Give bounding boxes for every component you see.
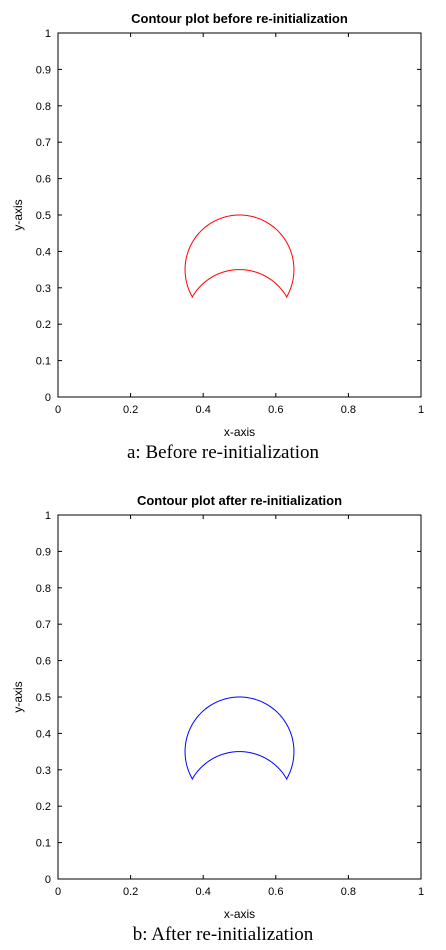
- x-tick-label: 0.6: [268, 886, 283, 898]
- y-tick-label: 0.4: [36, 246, 51, 258]
- y-tick-label: 0.7: [36, 137, 51, 149]
- y-tick-label: 0.7: [36, 619, 51, 631]
- y-tick-label: 0.6: [36, 656, 51, 668]
- contour-line: [184, 696, 295, 781]
- chart-title: Contour plot before re-initialization: [131, 11, 348, 26]
- x-tick-label: 1: [418, 886, 424, 898]
- contour-line: [184, 214, 295, 299]
- x-tick-label: 0.4: [196, 404, 211, 416]
- caption-a: a: Before re-initialization: [126, 442, 320, 463]
- y-tick-label: 1: [45, 28, 51, 40]
- y-tick-label: 0.6: [36, 174, 51, 186]
- y-tick-label: 0.2: [36, 319, 51, 331]
- y-tick-label: 0.8: [36, 583, 51, 595]
- y-tick-label: 0.9: [36, 64, 51, 76]
- x-tick-label: 0: [55, 886, 61, 898]
- y-tick-label: 0.3: [36, 283, 51, 295]
- contour-chart-before: Contour plot before re-initialization 0 0.…: [11, 11, 424, 439]
- y-tick-label: 0.8: [36, 101, 51, 113]
- x-tick-label: 0.6: [268, 404, 283, 416]
- x-tick-label: 0.2: [123, 886, 138, 898]
- x-tick-label: 0.2: [123, 404, 138, 416]
- contour-chart-after: Contour plot after re-initialization 0 0.2…: [11, 493, 424, 921]
- x-tick-label: 1: [418, 404, 424, 416]
- x-tick-label: 0.8: [341, 886, 356, 898]
- y-tick-label: 0.5: [36, 692, 51, 704]
- y-axis-label: y-axis: [11, 199, 25, 230]
- y-tick-label: 0: [45, 392, 51, 404]
- x-axis-label: x-axis: [224, 907, 255, 921]
- y-tick-label: 0.2: [36, 801, 51, 813]
- y-tick-label: 1: [45, 510, 51, 522]
- y-tick-label: 0.1: [36, 838, 51, 850]
- y-tick-label: 0: [45, 874, 51, 886]
- x-tick-label: 0.4: [196, 886, 211, 898]
- y-tick-label: 0.1: [36, 356, 51, 368]
- y-tick-label: 0.3: [36, 765, 51, 777]
- chart-title: Contour plot after re-initialization: [137, 493, 342, 508]
- caption-b: b: After re-initialization: [132, 924, 314, 945]
- x-tick-label: 0.8: [341, 404, 356, 416]
- y-axis-label: y-axis: [11, 681, 25, 712]
- x-tick-label: 0: [55, 404, 61, 416]
- figure-a: Contour plot before re-initialization 0 0.…: [11, 11, 424, 463]
- x-axis-label: x-axis: [224, 425, 255, 439]
- y-tick-label: 0.5: [36, 210, 51, 222]
- figure-b: Contour plot after re-initialization 0 0.2…: [0, 482, 446, 950]
- y-tick-label: 0.4: [36, 728, 51, 740]
- y-tick-label: 0.9: [36, 546, 51, 558]
